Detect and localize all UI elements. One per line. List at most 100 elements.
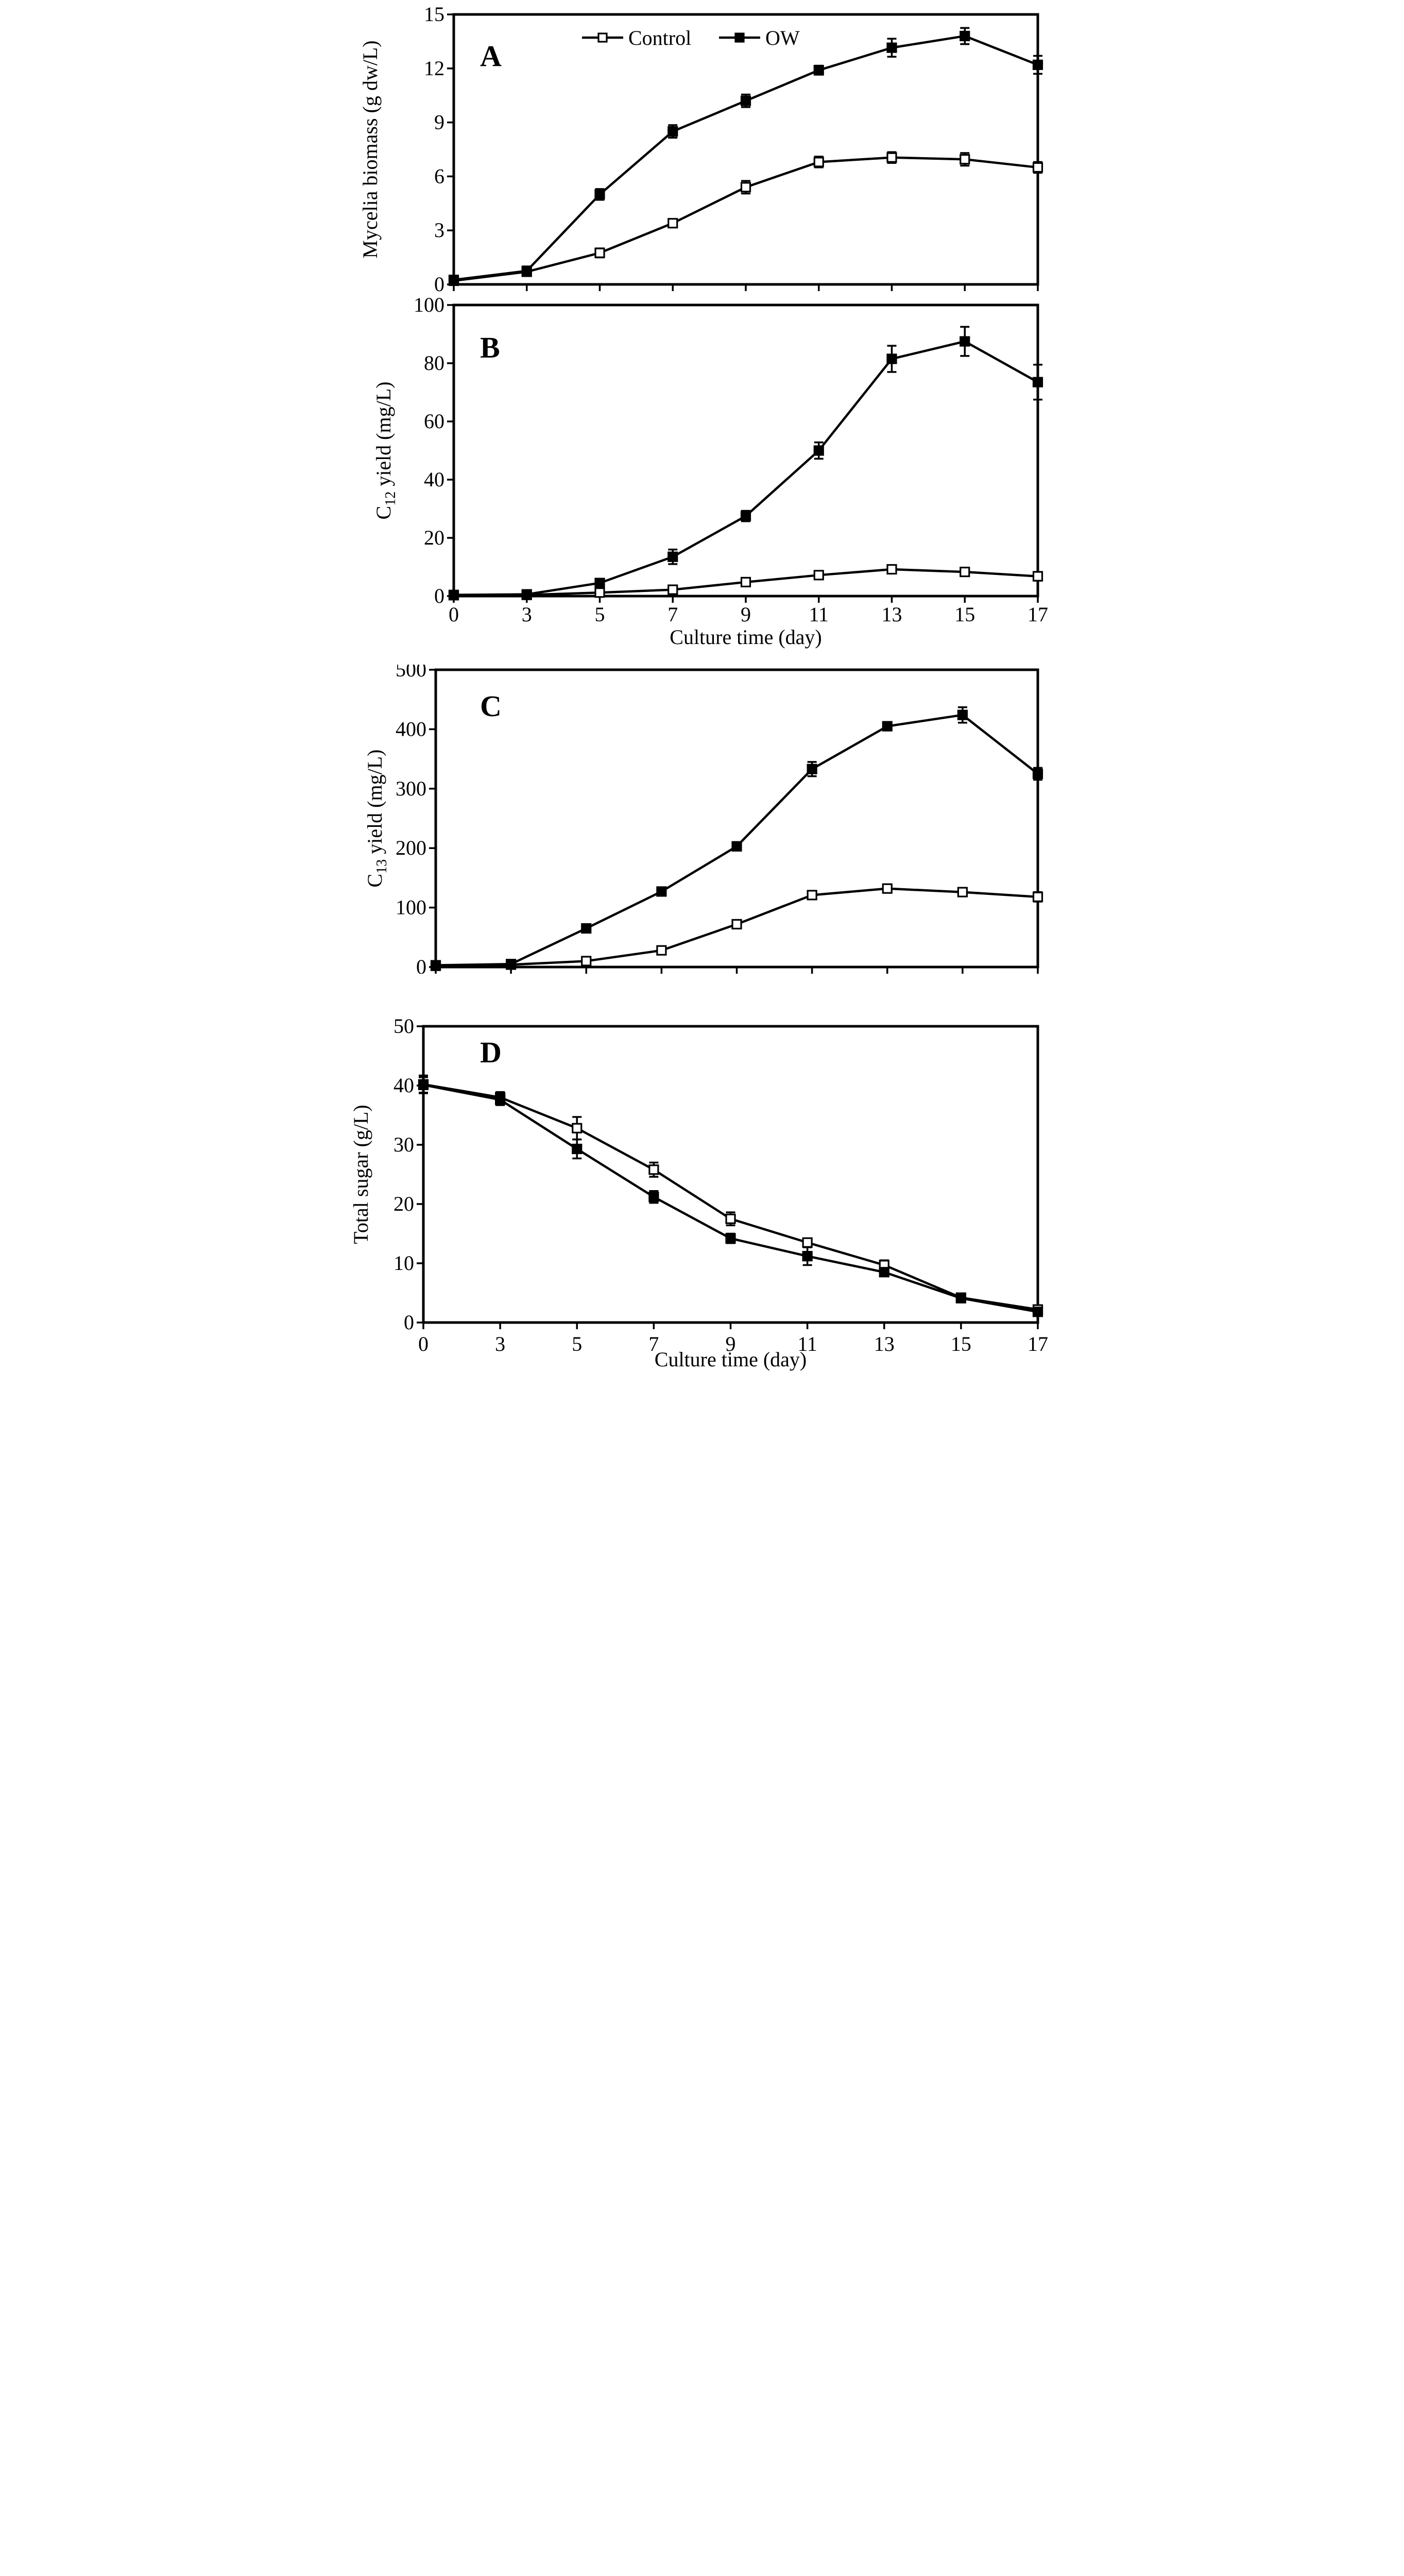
- filled-square-marker: [656, 886, 666, 897]
- y-tick-label: 15: [424, 3, 444, 26]
- x-tick-label: 11: [809, 603, 829, 626]
- open-square-marker: [580, 956, 591, 967]
- open-square-marker: [740, 182, 751, 193]
- x-tick-label: 17: [1028, 603, 1048, 626]
- filled-square-marker: [521, 265, 532, 276]
- y-tick-label: 10: [393, 1251, 414, 1275]
- y-tick-label: 80: [424, 351, 444, 375]
- open-square-marker: [667, 218, 678, 229]
- series-control: [448, 564, 1043, 601]
- y-tick-label: 0: [434, 273, 444, 296]
- filled-square-marker: [957, 709, 968, 720]
- y-tick-label: 200: [396, 836, 426, 859]
- series-ow: [448, 326, 1043, 600]
- plot-frame: [422, 1025, 1039, 1324]
- filled-square-marker: [571, 1143, 582, 1155]
- open-square-marker: [957, 887, 968, 897]
- filled-square-marker: [430, 960, 441, 971]
- y-axis-label: Total sugar (g/L): [351, 1105, 372, 1244]
- open-square-marker: [594, 587, 605, 598]
- y-tick-label: 40: [424, 468, 444, 491]
- filled-square-marker: [725, 1233, 736, 1244]
- x-tick-label: 13: [881, 603, 902, 626]
- y-tick-label: 20: [393, 1192, 414, 1215]
- x-tick-label: 0: [418, 1332, 429, 1355]
- panel-a-chart: 0 3 6 9 12 15 Mycelia biomass (g dw/L) A Control…: [358, 3, 1043, 296]
- filled-square-marker: [886, 42, 897, 53]
- y-tick-label: 400: [396, 717, 426, 740]
- panel-c-c13-yield: 0 100 200 300 400 500 C13 yield (mg/L) C: [351, 658, 1053, 978]
- open-square-marker: [807, 890, 817, 901]
- filled-square-marker: [448, 275, 459, 285]
- open-square-marker: [959, 154, 970, 165]
- legend: Control OW: [581, 26, 799, 49]
- filled-square-marker: [418, 1079, 429, 1090]
- y-tick-label: 300: [396, 777, 426, 800]
- filled-square-marker: [667, 126, 678, 137]
- x-tick-label: 7: [667, 603, 678, 626]
- open-square-marker: [886, 564, 897, 575]
- panel-d-chart: 0 10 20 30 40 50 0 3 5 7 9 11 13 15 17 Total sugar (g/L…: [349, 1014, 1048, 1371]
- x-tick-label: 9: [725, 1332, 735, 1355]
- four-panel-line-figure: 0 3 6 9 12 15 Mycelia biomass (g dw/L) A Control…: [349, 0, 1053, 1373]
- y-tick-label: 20: [424, 526, 444, 549]
- filled-square-marker: [886, 353, 897, 364]
- y-tick-label: 0: [416, 955, 426, 974]
- y-tick-label: 6: [434, 164, 444, 188]
- plot-frame: [452, 13, 1039, 286]
- x-axis-label: Culture time (day): [654, 1348, 806, 1371]
- x-axis-label: Culture time (day): [670, 625, 821, 649]
- open-square-marker: [959, 567, 970, 578]
- open-square-marker: [813, 157, 824, 167]
- y-tick-label: 100: [396, 896, 426, 919]
- open-square-marker: [731, 919, 742, 930]
- legend-filled-square-marker: [734, 32, 745, 43]
- series-ow: [448, 27, 1043, 285]
- x-tick-label: 15: [950, 1332, 971, 1355]
- filled-square-marker: [648, 1192, 659, 1202]
- filled-square-marker: [955, 1293, 966, 1303]
- y-axis-label: C13 yield (mg/L): [363, 750, 390, 888]
- series-line: [453, 340, 1038, 596]
- x-tick-label: 5: [594, 603, 605, 626]
- y-tick-label: 0: [434, 584, 444, 607]
- open-square-marker: [882, 883, 893, 894]
- open-square-marker: [571, 1123, 582, 1133]
- panel-letter: A: [480, 39, 502, 73]
- open-square-marker: [656, 945, 666, 956]
- panel-letter: B: [480, 331, 500, 364]
- panel-letter: C: [480, 689, 502, 723]
- series-line: [423, 1083, 1038, 1313]
- x-tick-label: 3: [521, 603, 532, 626]
- filled-square-marker: [879, 1267, 889, 1278]
- y-tick-label: 0: [404, 1311, 414, 1334]
- panel-a-mycelia-biomass: 0 3 6 9 12 15 Mycelia biomass (g dw/L) A Control…: [351, 0, 1053, 298]
- panel-b-c12-yield: 0 20 40 60 80 100 0 3 5 7 9 11 13 15 17 C12 yield (mg/L…: [351, 293, 1053, 665]
- open-square-marker: [648, 1164, 659, 1175]
- y-tick-label: 500: [396, 665, 426, 681]
- open-square-marker: [813, 570, 824, 581]
- panel-letter: D: [480, 1036, 502, 1069]
- filled-square-marker: [1032, 377, 1043, 387]
- filled-square-marker: [813, 65, 824, 76]
- x-tick-label: 7: [648, 1332, 659, 1355]
- filled-square-marker: [1032, 1307, 1043, 1317]
- filled-square-marker: [594, 578, 605, 588]
- plot-frame: [452, 303, 1039, 598]
- y-tick-label: 100: [414, 298, 444, 316]
- open-square-marker: [1032, 891, 1043, 902]
- open-square-marker: [725, 1213, 736, 1224]
- filled-square-marker: [580, 923, 591, 934]
- filled-square-marker: [521, 589, 532, 600]
- open-square-marker: [1032, 162, 1043, 173]
- x-tick-label: 11: [797, 1332, 817, 1355]
- filled-square-marker: [959, 30, 970, 42]
- filled-square-marker: [505, 959, 516, 970]
- x-tick-label: 9: [741, 603, 751, 626]
- x-tick-label: 0: [449, 603, 459, 626]
- panel-d-total-sugar: 0 10 20 30 40 50 0 3 5 7 9 11 13 15 17 Total sugar (g/L…: [349, 974, 1053, 1373]
- panel-b-chart: 0 20 40 60 80 100 0 3 5 7 9 11 13 15 17 C12 yield (mg/L…: [372, 293, 1048, 649]
- x-tick-label: 15: [954, 603, 975, 626]
- x-tick-label: 17: [1028, 1332, 1048, 1355]
- filled-square-marker: [740, 511, 751, 521]
